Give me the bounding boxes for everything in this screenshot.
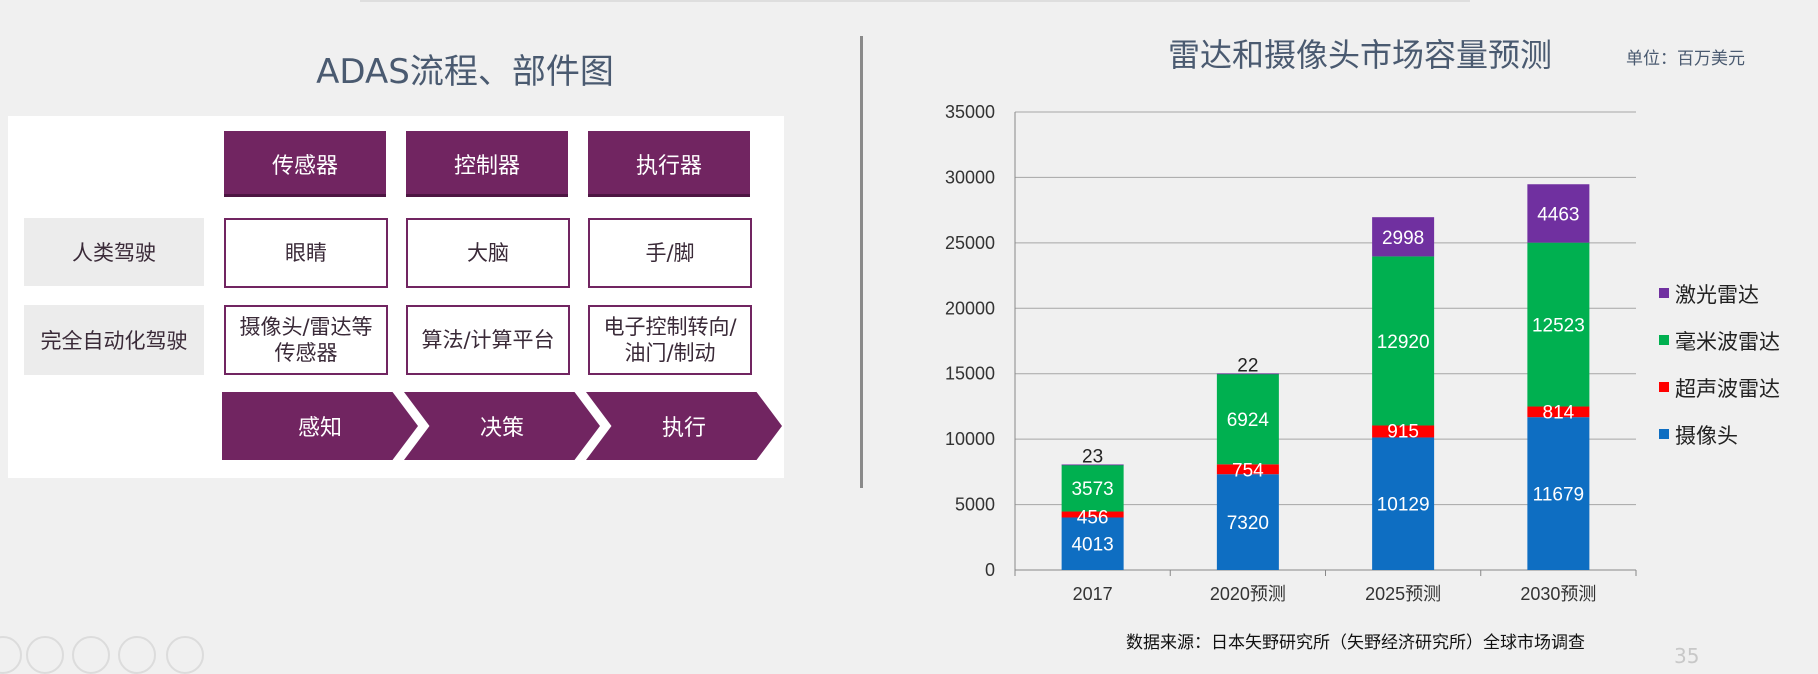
legend-swatch <box>1659 288 1669 298</box>
legend-swatch <box>1659 382 1669 392</box>
bar-segment <box>1061 517 1124 570</box>
step-perceive: 感知 <box>222 392 418 460</box>
bar-segment <box>1527 184 1590 243</box>
bar-segment <box>1527 242 1590 407</box>
data-label: 3573 <box>1071 479 1113 500</box>
cell-human-sensor: 眼睛 <box>224 218 388 288</box>
stacked-bar-chart: 0 5000 10000 15000 20000 25000 30000 35000 4013 4… <box>945 102 1780 604</box>
cell-auto-controller: 算法/计算平台 <box>406 305 570 375</box>
toolbar-zoom-icon[interactable] <box>118 636 156 674</box>
y-tick-label: 5000 <box>955 495 995 515</box>
bar-segment <box>1372 437 1435 570</box>
toolbar-slides-icon[interactable] <box>72 636 110 674</box>
legend-swatch <box>1659 429 1669 439</box>
toolbar-more-icon[interactable] <box>166 636 204 674</box>
data-source-note: 数据来源：日本矢野研究所（矢野经济研究所）全球市场调查 <box>1126 633 1585 653</box>
x-tick-label: 2025预测 <box>1365 584 1441 604</box>
cell-human-controller: 大脑 <box>406 218 570 288</box>
bar-segment <box>1216 474 1279 570</box>
y-tick-label: 10000 <box>945 429 995 449</box>
data-label: 4013 <box>1071 535 1113 556</box>
legend-label: 超声波雷达 <box>1675 378 1780 401</box>
data-label: 2998 <box>1382 228 1424 249</box>
bar-segment <box>1527 417 1590 570</box>
data-label: 7320 <box>1227 513 1269 534</box>
cell-human-actuator: 手/脚 <box>588 218 752 288</box>
bar-segment <box>1372 256 1435 426</box>
bar-segment <box>1216 373 1279 375</box>
chart-title: 雷达和摄像头市场容量预测 <box>1167 36 1552 74</box>
data-label: 23 <box>1082 446 1103 467</box>
step-execute: 执行 <box>586 392 782 460</box>
y-tick-label: 20000 <box>945 298 995 318</box>
bar-segment <box>1216 464 1279 475</box>
data-label: 915 <box>1387 421 1419 442</box>
data-label: 10129 <box>1377 495 1430 516</box>
y-tick-label: 0 <box>985 560 995 580</box>
diagram-title: ADAS流程、部件图 <box>316 52 614 92</box>
data-label: 12920 <box>1377 332 1430 353</box>
bar-segment <box>1527 406 1590 418</box>
data-label: 11679 <box>1533 485 1584 506</box>
adas-diagram-panel: 传感器 控制器 执行器 人类驾驶 眼睛 大脑 手/脚 完全自动化驾驶 摄像头/雷… <box>8 116 784 478</box>
bar-segment <box>1216 373 1279 465</box>
toolbar-pen-icon[interactable] <box>26 636 64 674</box>
cell-auto-sensor: 摄像头/雷达等 传感器 <box>224 305 388 375</box>
y-tick-label: 25000 <box>945 233 995 253</box>
data-label: 814 <box>1543 403 1575 424</box>
row-label-human: 人类驾驶 <box>24 218 204 286</box>
page-number: 35 <box>1674 644 1700 668</box>
cell-auto-actuator: 电子控制转向/ 油门/制动 <box>588 305 752 375</box>
bar-segment <box>1061 464 1124 512</box>
y-tick-label: 30000 <box>945 167 995 187</box>
y-tick-label: 15000 <box>945 364 995 384</box>
x-tick-label: 2017 <box>1073 584 1113 604</box>
data-label: 12523 <box>1532 316 1585 337</box>
y-tick-label: 35000 <box>945 102 995 122</box>
section-divider <box>860 36 863 488</box>
header-sensor: 传感器 <box>224 131 386 197</box>
step-decide: 决策 <box>404 392 600 460</box>
row-label-autonomous: 完全自动化驾驶 <box>24 305 204 375</box>
header-controller: 控制器 <box>406 131 568 197</box>
bar-segment <box>1061 464 1124 466</box>
data-label: 4463 <box>1537 204 1579 225</box>
bar-segment <box>1061 511 1124 518</box>
legend-label: 摄像头 <box>1675 425 1738 448</box>
header-actuator: 执行器 <box>588 131 750 197</box>
data-label: 754 <box>1232 460 1264 481</box>
legend-label: 激光雷达 <box>1675 284 1759 307</box>
top-divider-line <box>360 0 1470 2</box>
data-label: 456 <box>1077 508 1109 529</box>
data-label: 22 <box>1237 355 1258 376</box>
x-tick-label: 2030预测 <box>1520 584 1596 604</box>
data-label: 6924 <box>1227 410 1270 431</box>
bar-segment <box>1372 425 1435 438</box>
legend-swatch <box>1659 335 1669 345</box>
bar-segment <box>1372 217 1435 257</box>
legend-label: 毫米波雷达 <box>1675 331 1780 354</box>
x-tick-label: 2020预测 <box>1210 584 1286 604</box>
unit-label: 单位：百万美元 <box>1626 49 1745 69</box>
